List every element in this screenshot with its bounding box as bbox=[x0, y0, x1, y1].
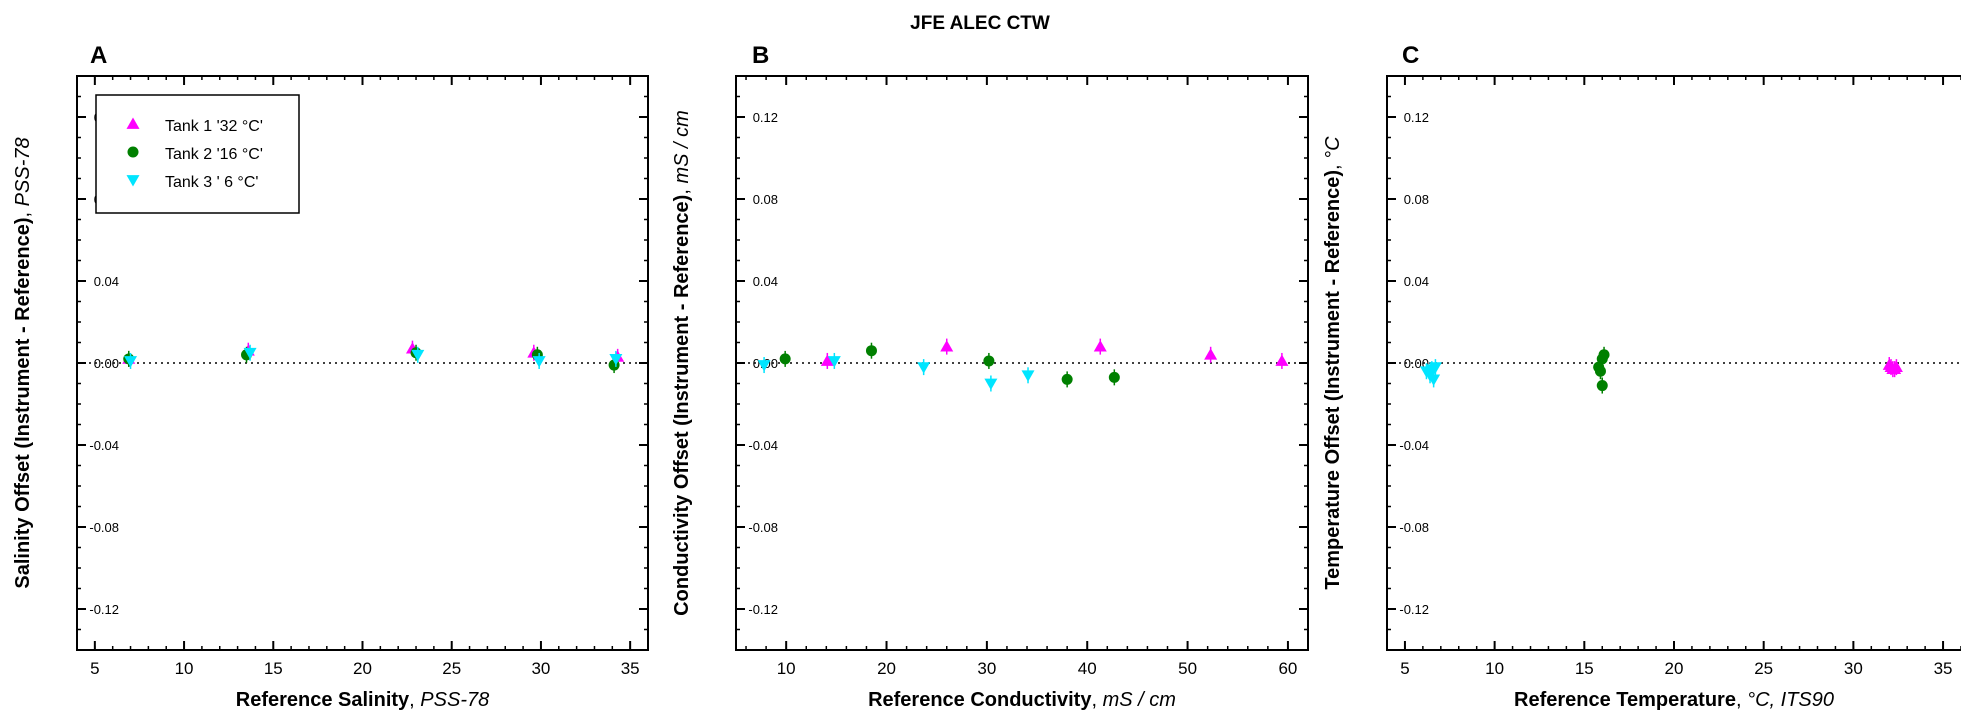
data-point bbox=[1204, 348, 1218, 360]
x-tick-label: 25 bbox=[1754, 659, 1773, 678]
y-tick-label: 0.04 bbox=[94, 274, 119, 289]
panel-letter: C bbox=[1402, 42, 1419, 69]
legend-marker bbox=[127, 146, 139, 158]
data-point bbox=[779, 353, 791, 365]
data-point bbox=[124, 356, 138, 368]
data-point bbox=[1093, 340, 1107, 352]
legend-entry: Tank 1 '32 °C' bbox=[126, 117, 263, 135]
data-point bbox=[1889, 360, 1903, 372]
data-point bbox=[757, 360, 771, 372]
data-point bbox=[1061, 373, 1073, 385]
x-tick-label: 20 bbox=[353, 659, 372, 678]
data-point bbox=[243, 347, 257, 360]
data-points bbox=[122, 340, 625, 374]
data-point bbox=[940, 340, 954, 352]
y-tick-label: 0.12 bbox=[753, 110, 778, 125]
legend-label: Tank 2 '16 °C' bbox=[165, 146, 263, 163]
y-tick-label: 0.04 bbox=[753, 274, 778, 289]
y-tick-label: -0.08 bbox=[89, 520, 119, 535]
legend-entry: Tank 2 '16 °C' bbox=[127, 146, 263, 163]
y-axis-title: Conductivity Offset (Instrument - Refere… bbox=[671, 110, 693, 616]
panel-c: 5 10 15 20 25 30 35-0.12-0.08-0.040.000.040.08… bbox=[1322, 42, 1961, 711]
data-point bbox=[1275, 354, 1289, 366]
x-tick-label: 40 bbox=[1078, 659, 1097, 678]
y-tick-label: 0.08 bbox=[1404, 192, 1429, 207]
data-point bbox=[917, 362, 931, 374]
panel-b: 102030405060-0.12-0.08-0.040.000.040.080… bbox=[671, 42, 1309, 711]
data-point bbox=[1021, 370, 1035, 382]
legend: Tank 1 '32 °C' Tank 2 '16 °C' Tank 3 ' 6 °… bbox=[95, 94, 300, 214]
data-point bbox=[1596, 380, 1608, 392]
y-tick-label: -0.04 bbox=[1399, 438, 1429, 453]
data-point bbox=[865, 345, 877, 357]
x-axis-title: Reference Salinity, PSS-78 bbox=[236, 689, 489, 711]
x-tick-label: 20 bbox=[1665, 659, 1684, 678]
x-tick-label: 35 bbox=[1934, 659, 1953, 678]
x-tick-label: 25 bbox=[442, 659, 461, 678]
data-point bbox=[609, 354, 623, 366]
data-points bbox=[1419, 346, 1903, 394]
x-tick-label: 10 bbox=[1485, 659, 1504, 678]
legend-label: Tank 3 ' 6 °C' bbox=[165, 174, 258, 191]
x-axis-title: Reference Temperature, °C, ITS90 bbox=[1514, 689, 1834, 711]
x-tick-label: 5 bbox=[1400, 659, 1409, 678]
x-axis-title: Reference Conductivity, mS / cm bbox=[868, 689, 1176, 711]
data-point bbox=[820, 354, 834, 366]
x-tick-label: 30 bbox=[531, 659, 550, 678]
chart-title: JFE ALEC CTW bbox=[910, 13, 1050, 34]
y-tick-label: -0.08 bbox=[748, 520, 778, 535]
legend-items: Tank 1 '32 °C' Tank 2 '16 °C' Tank 3 ' 6 °… bbox=[126, 117, 263, 191]
y-tick-label: 0.04 bbox=[1404, 274, 1429, 289]
y-axis-title: Temperature Offset (Instrument - Referen… bbox=[1322, 136, 1344, 590]
y-axis-title: Salinity Offset (Instrument - Reference)… bbox=[12, 137, 34, 588]
data-point bbox=[1594, 365, 1606, 377]
panel-letter: A bbox=[90, 42, 107, 69]
legend-marker bbox=[126, 117, 140, 129]
data-point bbox=[411, 349, 425, 362]
data-point bbox=[532, 356, 546, 368]
data-point bbox=[827, 356, 841, 368]
x-tick-label: 5 bbox=[90, 659, 99, 678]
x-tick-label: 15 bbox=[1575, 659, 1594, 678]
y-tick-label: -0.08 bbox=[1399, 520, 1429, 535]
y-tick-label: 0.00 bbox=[94, 356, 119, 371]
x-tick-label: 20 bbox=[877, 659, 896, 678]
x-tick-label: 35 bbox=[621, 659, 640, 678]
x-tick-label: 30 bbox=[1844, 659, 1863, 678]
x-tick-label: 60 bbox=[1278, 659, 1297, 678]
panels: 5 10 15 20 25 30 35 -0.12 -0.08 -0.04 0.00 0.04 0.08… bbox=[12, 42, 1961, 711]
x-tick-label: 15 bbox=[264, 659, 283, 678]
data-point bbox=[984, 378, 998, 390]
y-tick-label: -0.12 bbox=[89, 602, 119, 617]
x-tick-label: 10 bbox=[777, 659, 796, 678]
y-tick-label: -0.04 bbox=[748, 438, 778, 453]
data-points bbox=[757, 338, 1289, 392]
data-point bbox=[1428, 362, 1442, 374]
x-tick-label: 10 bbox=[175, 659, 194, 678]
legend-entry: Tank 3 ' 6 °C' bbox=[126, 174, 258, 191]
legend-marker bbox=[126, 175, 140, 187]
data-point bbox=[1108, 371, 1120, 383]
y-tick-label: -0.04 bbox=[89, 438, 119, 453]
data-point bbox=[1598, 349, 1610, 361]
data-point bbox=[983, 355, 995, 367]
data-point bbox=[1427, 374, 1441, 386]
panel-letter: B bbox=[752, 42, 769, 69]
y-tick-label: -0.12 bbox=[1399, 602, 1429, 617]
y-tick-label: -0.12 bbox=[748, 602, 778, 617]
legend-label: Tank 1 '32 °C' bbox=[165, 118, 263, 135]
y-tick-label: 0.12 bbox=[1404, 110, 1429, 125]
x-tick-label: 30 bbox=[977, 659, 996, 678]
y-tick-label: 0.08 bbox=[753, 192, 778, 207]
x-tick-label: 50 bbox=[1178, 659, 1197, 678]
